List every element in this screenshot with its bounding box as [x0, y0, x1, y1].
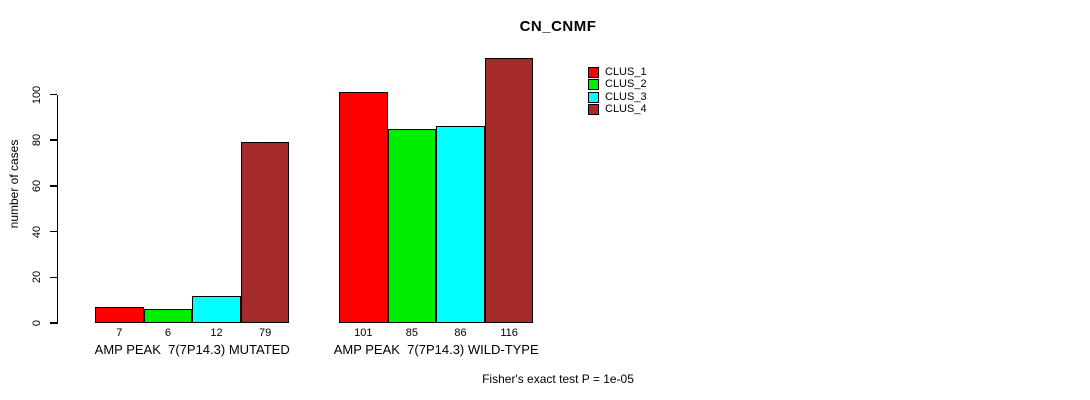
bar-value-label: 85 [405, 327, 419, 339]
legend-label: CLUS_4 [605, 103, 647, 116]
y-axis-tick [49, 322, 57, 324]
legend-item-clus_2: CLUS_2 [588, 79, 647, 92]
y-axis-label: number of cases [7, 139, 21, 229]
bar-value-label: 12 [210, 327, 223, 339]
legend: CLUS_1 CLUS_2 CLUS_3 CLUS_4 [588, 66, 647, 116]
legend-item-clus_3: CLUS_3 [588, 91, 647, 104]
bar-value-label: 7 [116, 327, 123, 339]
legend-swatch-clus_4 [588, 104, 599, 116]
y-axis-tick-label: 0 [31, 319, 43, 327]
legend-swatch-clus_3 [588, 91, 599, 103]
legend-label: CLUS_1 [605, 65, 647, 78]
bar-clus_2-group1 [143, 309, 193, 323]
bar-clus_2-group2 [387, 128, 437, 323]
y-axis-tick-label: 60 [31, 179, 43, 193]
x-axis-category-label: AMP PEAK 7(7P14.3) MUTATED [94, 342, 290, 357]
legend-item-clus_1: CLUS_1 [588, 66, 647, 79]
y-axis-tick [49, 276, 57, 279]
bar-clus_3-group2 [436, 126, 485, 323]
bar-clus_3-group1 [192, 295, 241, 323]
legend-swatch-clus_1 [588, 66, 599, 78]
y-axis-line [56, 94, 58, 324]
y-axis-tick [49, 139, 57, 141]
y-axis-tick [49, 230, 57, 233]
legend-swatch-clus_2 [588, 79, 599, 91]
y-axis-tick-label: 80 [31, 134, 43, 147]
bar-value-label: 6 [164, 327, 171, 339]
y-axis-tick-label: 100 [31, 85, 43, 104]
bar-clus_1-group1 [95, 307, 144, 323]
bar-clus_1-group2 [339, 92, 388, 323]
chart-title: CN_CNMF [519, 18, 597, 35]
legend-label: CLUS_2 [605, 78, 647, 91]
y-axis-tick-label: 40 [31, 225, 43, 238]
statistical-test-annotation: Fisher's exact test P = 1e-05 [482, 372, 634, 386]
bar-value-label: 101 [354, 327, 373, 339]
bar-clus_4-group1 [240, 142, 290, 323]
legend-item-clus_4: CLUS_4 [588, 104, 647, 117]
y-axis-tick-label: 20 [31, 271, 43, 284]
legend-label: CLUS_3 [605, 90, 647, 103]
bar-value-label: 79 [258, 327, 272, 339]
y-axis-tick [49, 185, 57, 187]
bar-value-label: 86 [454, 327, 467, 339]
y-axis-tick [49, 93, 57, 96]
x-axis-category-label: AMP PEAK 7(7P14.3) WILD-TYPE [333, 342, 539, 357]
bar-value-label: 116 [500, 327, 518, 339]
bar-clus_4-group2 [484, 57, 534, 323]
